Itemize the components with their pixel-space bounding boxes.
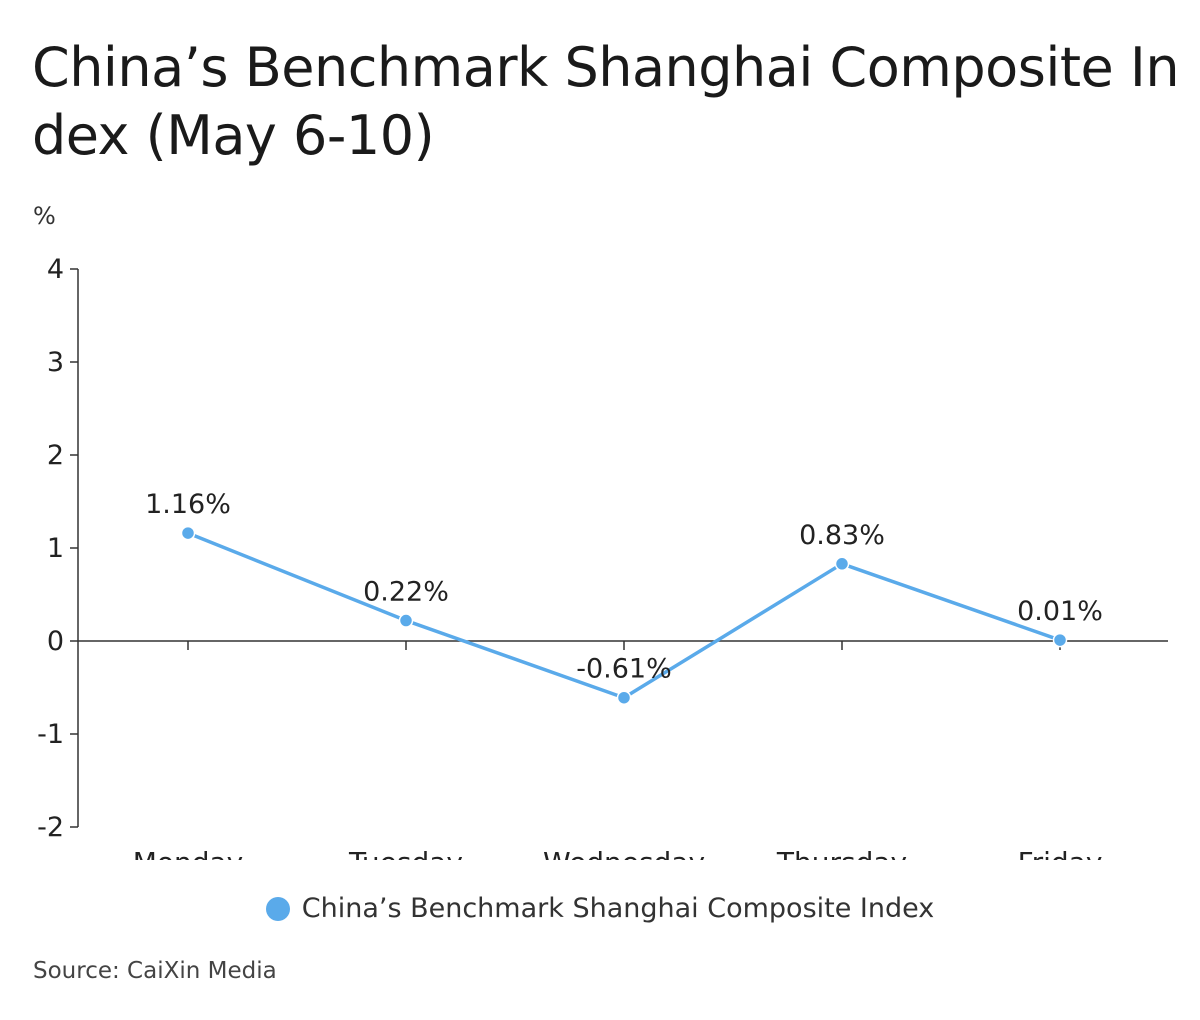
data-label: 0.01% <box>1017 596 1103 627</box>
data-point <box>1052 632 1068 648</box>
y-tick-label: 1 <box>47 533 64 564</box>
data-point <box>834 556 850 572</box>
data-label: 0.83% <box>799 520 885 551</box>
legend-label: China’s Benchmark Shanghai Composite Ind… <box>301 893 935 924</box>
legend-item: China’s Benchmark Shanghai Composite Ind… <box>265 893 935 924</box>
data-point <box>616 690 632 705</box>
y-tick-label: -2 <box>37 812 64 843</box>
y-tick-label: 4 <box>47 254 64 285</box>
x-tick-label: Wednesday <box>543 846 705 860</box>
data-point <box>180 525 196 541</box>
y-tick-label: -1 <box>37 719 64 750</box>
source-note: Source: CaiXin Media <box>33 958 277 984</box>
data-label: 0.22% <box>363 577 449 608</box>
data-label: 1.16% <box>145 489 231 520</box>
y-tick-label: 2 <box>47 440 64 471</box>
legend-marker-icon <box>265 896 290 921</box>
x-tick-label: Tuesday <box>348 846 463 860</box>
x-tick-label: Thursday <box>776 846 907 860</box>
y-tick-label: 0 <box>47 626 64 657</box>
legend: China’s Benchmark Shanghai Composite Ind… <box>0 893 1200 928</box>
chart-title: China’s Benchmark Shanghai Composite In … <box>32 36 1180 167</box>
chart-axes: -2 -1 0 1 2 3 4 Monday Tuesday Wednesday Thursday F… <box>37 254 1168 860</box>
x-tick-label: Monday <box>133 846 244 860</box>
y-tick-label: 3 <box>47 347 64 378</box>
line-chart: -2 -1 0 1 2 3 4 Monday Tuesday Wednesday Thursday F… <box>37 254 1168 860</box>
data-point <box>398 613 414 628</box>
y-axis-unit-label: % <box>33 202 56 230</box>
data-label: -0.61% <box>576 654 672 685</box>
series-layer <box>180 525 1068 705</box>
data-labels: 1.16% 0.22% -0.61% 0.83% 0.01% <box>145 489 1103 685</box>
x-tick-label: Friday <box>1018 846 1103 860</box>
